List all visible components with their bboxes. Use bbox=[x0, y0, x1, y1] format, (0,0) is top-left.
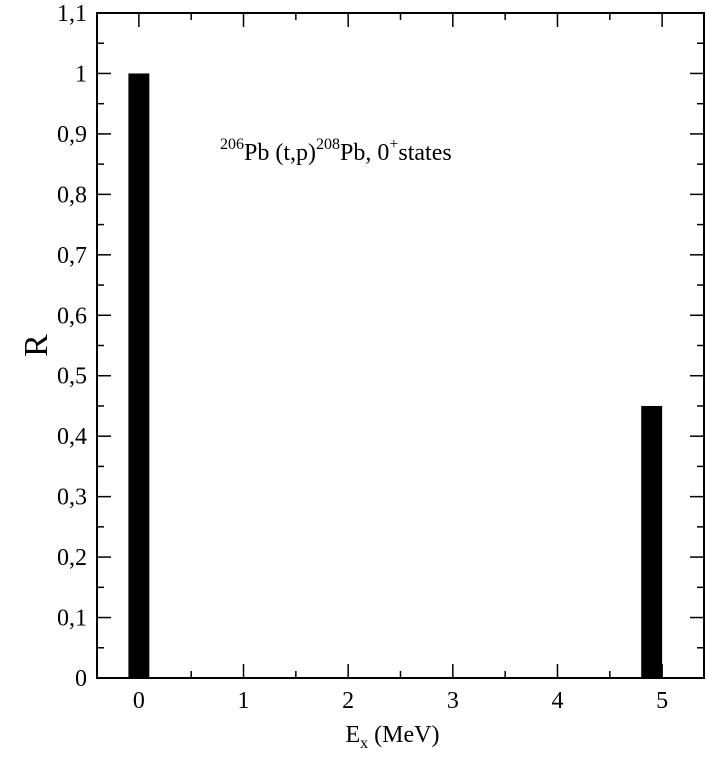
tick-labels-group: 0 1 2 3 4 5 0 0,1 0,2 0,3 0,4 0,5 0,6 0,7 0,8 0,9 1 1,1 bbox=[57, 1, 668, 714]
plot-frame bbox=[96, 12, 705, 679]
x-axis-label-main: E bbox=[346, 722, 361, 748]
y-tick-label: 1,1 bbox=[57, 1, 87, 27]
y-tick-label: 0,8 bbox=[57, 182, 87, 208]
x-axis-label: Ex (MeV) bbox=[346, 722, 440, 752]
annotation-text: Pb (t,p) bbox=[244, 140, 316, 166]
y-axis-label: R bbox=[18, 334, 55, 357]
x-axis-label-unit: (MeV) bbox=[368, 722, 439, 748]
bar-0 bbox=[128, 73, 150, 679]
bars-group bbox=[128, 73, 663, 679]
annotation-superscript: + bbox=[389, 136, 398, 153]
annotation-superscript: 208 bbox=[316, 136, 340, 153]
y-tick-label: 0,5 bbox=[57, 364, 87, 390]
ticks-group bbox=[97, 12, 704, 679]
y-tick-label: 0 bbox=[75, 666, 87, 692]
x-axis-label-subscript: x bbox=[360, 735, 368, 752]
x-tick-label: 3 bbox=[447, 688, 459, 714]
y-tick-label: 0,1 bbox=[57, 606, 87, 632]
annotation-superscript: 206 bbox=[220, 136, 244, 153]
y-tick-label: 0,7 bbox=[57, 243, 87, 269]
bar-1 bbox=[641, 405, 663, 678]
y-tick-label: 0,6 bbox=[57, 303, 87, 329]
x-tick-label: 5 bbox=[656, 688, 668, 714]
y-tick-label: 0,4 bbox=[57, 424, 87, 450]
chart-annotation: 206Pb (t,p)208Pb, 0+states bbox=[220, 136, 452, 166]
x-tick-label: 2 bbox=[342, 688, 354, 714]
annotation-text: states bbox=[398, 140, 451, 166]
x-tick-label: 1 bbox=[238, 688, 250, 714]
annotation-text: Pb, 0 bbox=[340, 140, 389, 166]
y-tick-label: 0,2 bbox=[57, 545, 87, 571]
x-tick-label: 0 bbox=[133, 688, 145, 714]
y-tick-label: 0,3 bbox=[57, 485, 87, 511]
y-tick-label: 0,9 bbox=[57, 122, 87, 148]
x-tick-label: 4 bbox=[551, 688, 563, 714]
y-tick-label: 1 bbox=[75, 61, 87, 87]
